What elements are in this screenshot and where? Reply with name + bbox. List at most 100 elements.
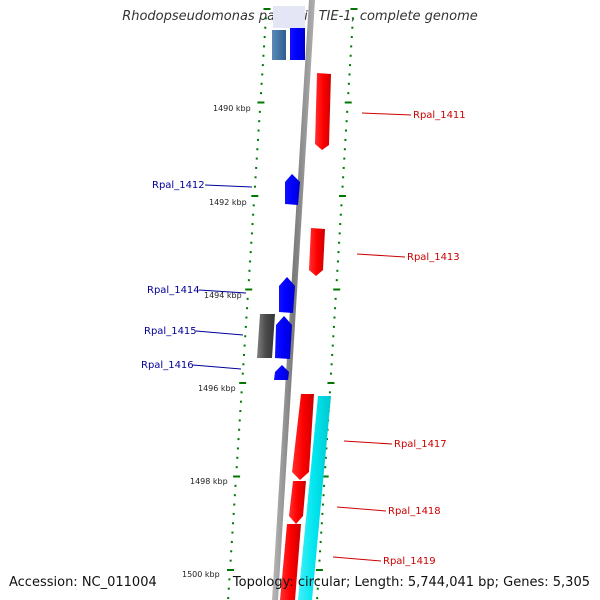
scale-tick-left: [246, 307, 249, 310]
scale-tick-right: [330, 363, 333, 366]
scale-tick-left: [243, 344, 246, 347]
scale-tick-right: [339, 223, 342, 226]
scale-tick-left: [242, 363, 245, 366]
scale-tick-right: [335, 279, 338, 282]
scale-tick-right: [317, 578, 320, 581]
scale-tick-right: [350, 45, 353, 48]
scale-tick-right: [331, 344, 334, 347]
gene-top-partial-blue: [290, 28, 305, 60]
gene-rpal-1415: [275, 316, 292, 359]
scale-tick-left: [256, 138, 259, 141]
scale-tick-left: [254, 176, 257, 179]
scale-tick-right: [338, 195, 346, 197]
scale-tick-left: [264, 17, 267, 20]
gene-label-rpal-1416[interactable]: Rpal_1416: [141, 360, 194, 371]
scale-tick-left: [258, 110, 261, 113]
scale-tick-left: [242, 353, 245, 356]
scale-tick-right: [348, 73, 351, 76]
gene-label-rpal-1413[interactable]: Rpal_1413: [407, 252, 460, 263]
gene-label-rpal-1415[interactable]: Rpal_1415: [144, 326, 197, 337]
gene-rpal-1418: [289, 481, 306, 524]
scale-tick-left: [247, 279, 250, 282]
gene-top-partial-fade: [273, 6, 305, 28]
gene-rpal-1413: [309, 228, 325, 276]
gene-label-rpal-1414[interactable]: Rpal_1414: [147, 285, 200, 296]
scale-tick-right: [334, 307, 337, 310]
gene-label-rpal-1411[interactable]: Rpal_1411: [413, 110, 466, 121]
scale-tick-left: [249, 251, 252, 254]
scale-tick-right: [337, 251, 340, 254]
scale-tick-left: [232, 522, 235, 525]
scale-tick-right: [347, 92, 350, 95]
scale-tick-left: [255, 157, 258, 160]
scale-tick-left: [244, 335, 247, 338]
scale-tick-left: [257, 129, 260, 132]
scale-tick-left: [246, 297, 249, 300]
leader-rpal-1413: [356, 253, 406, 258]
leader-rpal-1414: [198, 289, 247, 294]
scale-tick-left: [250, 241, 253, 244]
scale-tick-right: [342, 176, 345, 179]
scale-tick-left: [239, 400, 242, 403]
scale-tick-left: [256, 148, 259, 151]
scale-tick-right: [333, 316, 336, 319]
scale-tick-right: [332, 325, 335, 328]
scale-tick-left: [239, 410, 242, 413]
scale-tick-left: [258, 120, 261, 123]
gene-label-rpal-1419[interactable]: Rpal_1419: [383, 556, 436, 567]
scale-tick-right: [338, 241, 341, 244]
scale-tick-left: [253, 185, 256, 188]
scale-tick-right: [321, 503, 324, 506]
scale-tick-right: [349, 64, 352, 67]
scale-tick-right: [324, 456, 327, 459]
scale-tick-left: [252, 213, 255, 216]
gene-rpal-1416: [274, 365, 289, 380]
scale-tick-right: [344, 138, 347, 141]
scale-tick-right: [327, 382, 335, 384]
scale-label-1492: 1492 kbp: [209, 198, 247, 207]
scale-label-1494: 1494 kbp: [204, 291, 242, 300]
scale-tick-right: [318, 559, 321, 562]
cyan-feature-track: [298, 396, 331, 600]
scale-tick-left: [238, 428, 241, 431]
scale-tick-left: [244, 325, 247, 328]
scale-tick-left: [228, 578, 231, 581]
scale-tick-left: [227, 597, 230, 600]
scale-tick-left: [237, 438, 240, 441]
gene-rpal-1415-neighbor: [257, 314, 275, 358]
scale-ticks-right: [315, 8, 358, 600]
scale-tick-left: [245, 288, 253, 291]
scale-tick-left: [252, 204, 255, 207]
leader-rpal-1415: [195, 330, 244, 336]
scale-tick-right: [336, 260, 339, 263]
scale-tick-left: [264, 26, 267, 29]
gene-label-rpal-1412[interactable]: Rpal_1412: [152, 180, 205, 191]
scale-tick-right: [346, 110, 349, 113]
scale-tick-left: [232, 512, 235, 515]
scale-tick-right: [347, 82, 350, 85]
scale-tick-left: [240, 391, 243, 394]
scale-label-1490: 1490 kbp: [213, 104, 251, 113]
gene-label-rpal-1418[interactable]: Rpal_1418: [388, 506, 441, 517]
scale-tick-left: [248, 269, 251, 272]
leader-rpal-1416: [192, 364, 242, 370]
scale-tick-left: [241, 372, 244, 375]
scale-tick-right: [332, 335, 335, 338]
scale-tick-left: [250, 232, 253, 235]
gene-rpal-1414: [279, 277, 295, 313]
gene-rpal-1411: [315, 73, 331, 150]
scale-tick-left: [262, 54, 265, 57]
leader-rpal-1411: [361, 112, 412, 116]
leader-rpal-1412: [204, 184, 253, 188]
scale-tick-left: [239, 382, 247, 384]
scale-tick-right: [342, 166, 345, 169]
scale-tick-left: [260, 92, 263, 95]
scale-tick-right: [320, 531, 323, 534]
scale-tick-left: [263, 45, 266, 48]
gene-label-rpal-1417[interactable]: Rpal_1417: [394, 439, 447, 450]
scale-tick-right: [325, 447, 328, 450]
scale-tick-right: [343, 157, 346, 160]
scale-tick-right: [343, 148, 346, 151]
scale-tick-right: [345, 129, 348, 132]
